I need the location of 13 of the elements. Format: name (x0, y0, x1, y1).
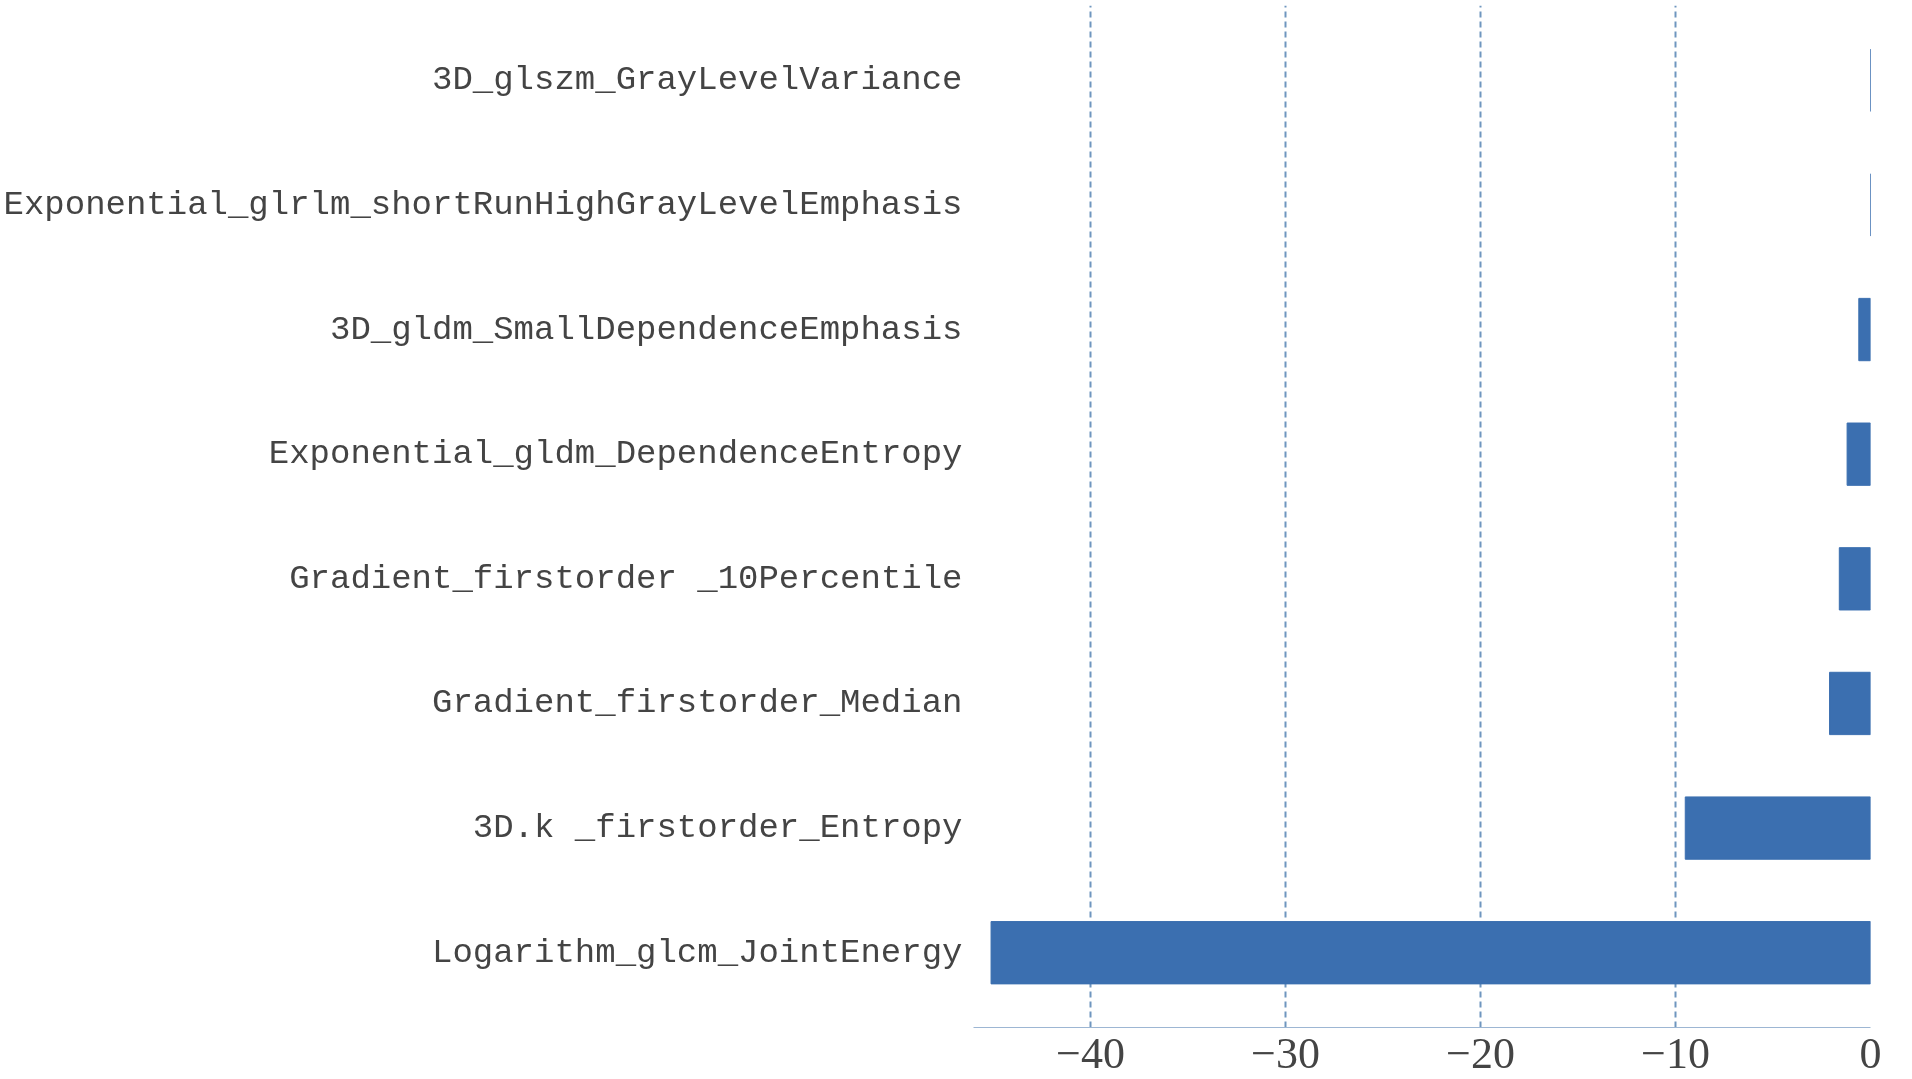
y-tick-label: 3D_gldm_SmallDependenceEmphasis (330, 310, 963, 349)
x-tick-label: −40 (1056, 1028, 1125, 1078)
x-tick-label: −30 (1251, 1028, 1320, 1078)
x-tick-label: −10 (1641, 1028, 1710, 1078)
x-tick-label: −20 (1446, 1028, 1515, 1078)
y-tick-label: Gradient_firstorder_Median (432, 684, 963, 723)
y-tick-label: Exponential_gldm_DependenceEntropy (268, 435, 963, 474)
y-tick-label: Gradient_firstorder _10Percentile (289, 559, 963, 598)
y-tick-label: Logarithm_glcm_JointEnergy (432, 933, 963, 972)
y-tick-label: 3D_glszm_GrayLevelVariance (432, 61, 963, 100)
x-tick-label: 0 (1859, 1028, 1882, 1078)
y-tick-label: 3D.k _firstorder_Entropy (472, 809, 963, 848)
y-tick-label: Exponential_glrlm_shortRunHighGrayLevelEmphasis (3, 185, 963, 224)
